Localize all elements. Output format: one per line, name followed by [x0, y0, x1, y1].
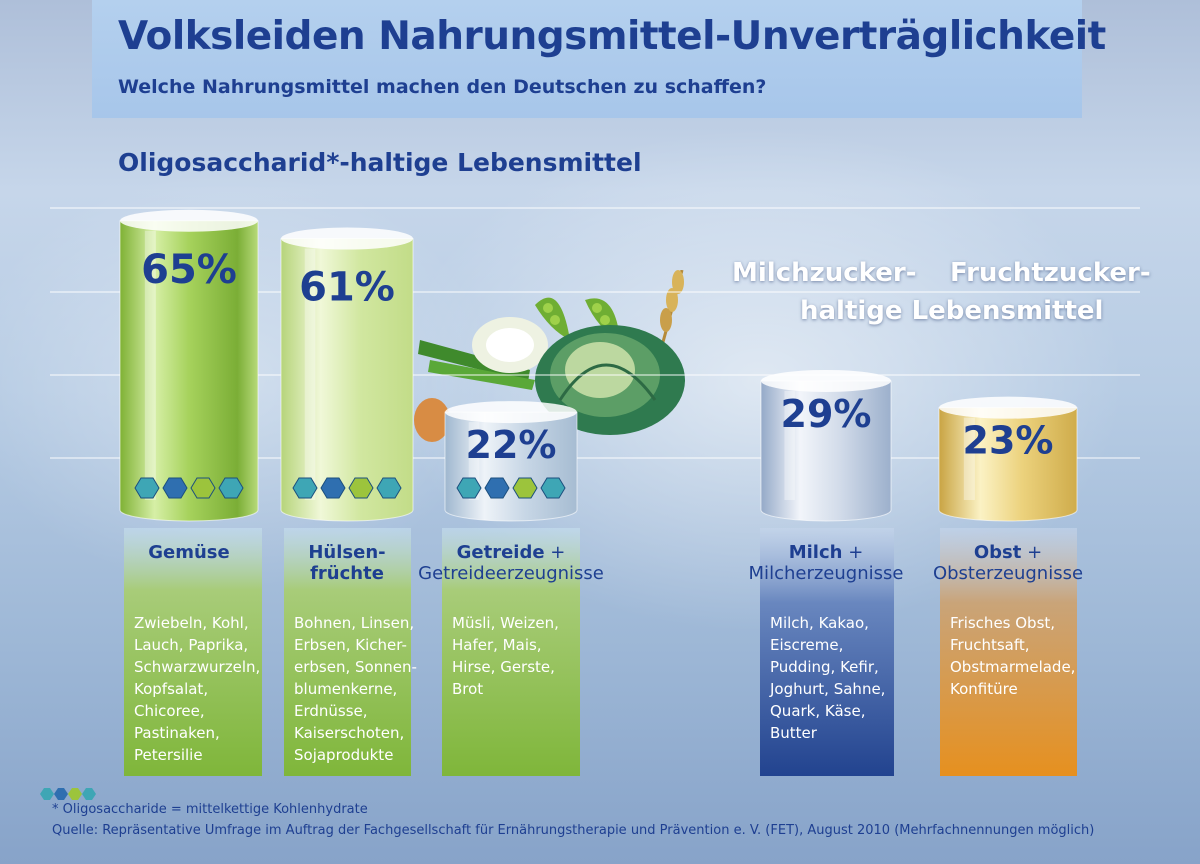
category-item: Joghurt, Sahne, — [770, 680, 886, 698]
title-banner — [92, 0, 1082, 118]
category-item: blumenkerne, — [294, 680, 398, 698]
molecule-hexagon-icon — [512, 477, 538, 499]
category-item-list-2: Bohnen, Linsen, Erbsen, Kicher-erbsen, So… — [294, 612, 417, 766]
bar-shine-2 — [304, 248, 316, 500]
leek-icon — [418, 317, 548, 390]
bar-3: 22% — [444, 401, 578, 522]
category-item-list-3: Müsli, Weizen, Hafer, Mais, Hirse, Gerste,… — [452, 612, 559, 700]
footnote: * Oligosaccharide = mittelkettige Kohlen… — [52, 802, 368, 817]
category-name-4: Milch + Milcherzeugnisse — [748, 542, 904, 584]
bar-cap-1 — [120, 209, 258, 232]
category-item: erbsen, Sonnen- — [294, 658, 417, 676]
category-panel-4 — [760, 528, 894, 776]
bar-2: 61% — [280, 227, 414, 522]
molecule-hexagon-icon — [134, 477, 160, 499]
category-item: Kaiserschoten, — [294, 724, 405, 742]
bar-4: 29% — [760, 369, 892, 522]
category-item: Milch, Kakao, — [770, 614, 869, 632]
source-note: Quelle: Repräsentative Umfrage im Auftra… — [52, 823, 1095, 838]
category-item: Fruchtsaft, — [950, 636, 1030, 654]
category-item: Kopfsalat, — [134, 680, 209, 698]
bar-value-label-4: 29% — [781, 392, 872, 436]
bar-cap-5 — [939, 396, 1077, 419]
section-heading-haltige-lebensmittel: haltige Lebensmittel — [800, 296, 1104, 326]
category-name-5: Obst + Obsterzeugnisse — [932, 542, 1084, 584]
bar-body-4 — [760, 380, 892, 522]
bar-shine-5 — [963, 417, 975, 500]
section-heading-fruchtzucker: Fruchtzucker- — [950, 258, 1151, 288]
bar-value-label-3: 22% — [466, 423, 557, 467]
category-item: Quark, Käse, — [770, 702, 866, 720]
category-item: Konfitüre — [950, 680, 1018, 698]
bar-shine-3 — [468, 422, 480, 500]
bar-shine-4 — [784, 390, 795, 500]
category-item: Hirse, Gerste, — [452, 658, 555, 676]
page-title: Volksleiden Nahrungsmittel-Unverträglich… — [118, 14, 1106, 59]
category-item: Zwiebeln, Kohl, — [134, 614, 249, 632]
molecule-hexagon-icon — [320, 477, 346, 499]
category-item: Erbsen, Kicher- — [294, 636, 407, 654]
category-name-3: Getreide + Getreideerzeugnisse — [418, 542, 604, 584]
bar-1: 65% — [119, 209, 259, 522]
bar-cap-2 — [281, 227, 413, 250]
category-item: Chicoree, — [134, 702, 205, 720]
category-item: Obstmarmelade, — [950, 658, 1076, 676]
section-heading-oligosaccharid: Oligosaccharid*-haltige Lebensmittel — [118, 148, 642, 177]
category-item: Eiscreme, — [770, 636, 844, 654]
category-item: Pastinaken, — [134, 724, 220, 742]
category-item: Lauch, Paprika, — [134, 636, 249, 654]
bar-cap-3 — [445, 401, 577, 424]
molecule-hexagon-icon — [540, 477, 566, 499]
category-item: Bohnen, Linsen, — [294, 614, 415, 632]
molecule-hexagon-icon — [292, 477, 318, 499]
category-name-1: Gemüse — [148, 542, 230, 563]
bar-body-2 — [280, 238, 414, 522]
category-item: Sojaprodukte — [294, 746, 394, 764]
category-item: Petersilie — [134, 746, 203, 764]
category-item: Schwarzwurzeln, — [134, 658, 261, 676]
onion-icon — [414, 398, 450, 442]
category-item: Hafer, Mais, — [452, 636, 542, 654]
bar-cap-4 — [761, 369, 891, 392]
bar-body-1 — [119, 220, 259, 522]
molecule-hexagon-icon — [456, 477, 482, 499]
category-item-list-1: Zwiebeln, Kohl, Lauch, Paprika, Schwarzwur… — [134, 612, 260, 766]
page-subtitle: Welche Nahrungsmittel machen den Deutsch… — [118, 76, 767, 98]
bar-shine-1 — [144, 230, 156, 500]
molecule-hexagon-icon — [190, 477, 216, 499]
molecule-hexagon-icon — [162, 477, 188, 499]
section-heading-milchzucker: Milchzucker- — [732, 258, 917, 288]
category-item-list-5: Frisches Obst, Fruchtsaft, Obstmarmelade, K… — [950, 612, 1075, 700]
molecule-hexagon-icon — [218, 477, 244, 499]
category-item: Butter — [770, 724, 817, 742]
bar-value-label-1: 65% — [141, 247, 237, 293]
category-item-list-4: Milch, Kakao, Eiscreme, Pudding, Kefir, Jog… — [770, 612, 885, 744]
category-item: Frisches Obst, — [950, 614, 1056, 632]
molecule-chain-icon — [40, 788, 96, 800]
category-panel-2 — [284, 528, 411, 776]
bar-5: 23% — [938, 396, 1078, 522]
category-panel-3 — [442, 528, 580, 776]
bar-value-label-2: 61% — [299, 265, 395, 311]
category-panel-1 — [124, 528, 262, 776]
category-item: Erdnüsse, — [294, 702, 368, 720]
category-item: Müsli, Weizen, — [452, 614, 559, 632]
category-item: Brot — [452, 680, 484, 698]
molecule-hexagon-icon — [484, 477, 510, 499]
molecule-hexagon-icon — [348, 477, 374, 499]
category-panel-5 — [940, 528, 1077, 776]
bar-body-5 — [938, 407, 1078, 522]
molecule-hexagon-icon — [376, 477, 402, 499]
category-name-2: Hülsen-früchte — [308, 542, 386, 584]
bar-value-label-5: 23% — [963, 419, 1054, 463]
category-item: Pudding, Kefir, — [770, 658, 879, 676]
